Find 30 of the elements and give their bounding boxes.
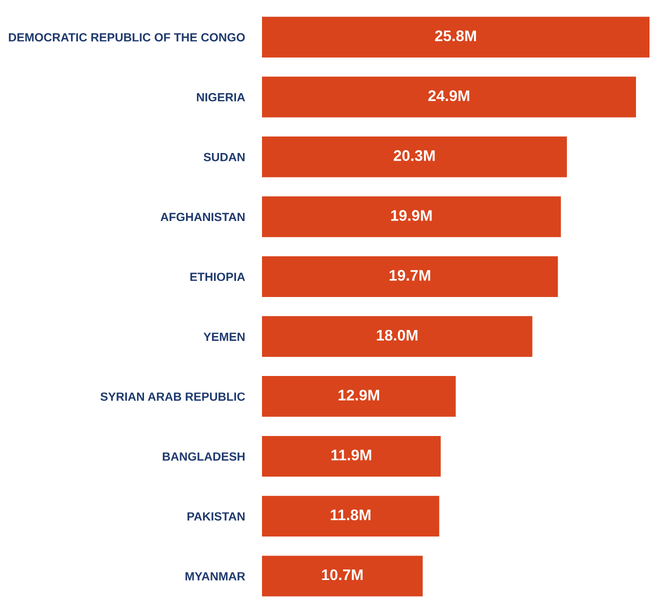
data-label: 11.8M: [330, 509, 370, 520]
y-tick-label: BANGLADESH: [162, 452, 245, 461]
y-tick-label: AFGHANISTAN: [160, 212, 245, 222]
bar: [262, 376, 456, 417]
bar: [262, 16, 650, 58]
y-tick-label: DEMOCRATIC REPUBLIC OF THE CONGO: [8, 33, 245, 42]
bar: [262, 76, 636, 118]
bar: [262, 496, 440, 537]
data-label: 25.8M: [435, 30, 476, 42]
y-tick-label: PAKISTAN: [188, 512, 245, 521]
y-tick-label: MYANMAR: [186, 572, 246, 580]
data-label: 24.9M: [428, 90, 470, 102]
bar: [262, 136, 567, 178]
y-tick-label: YEMEN: [204, 332, 245, 341]
data-label: 10.7M: [322, 569, 363, 580]
y-tick-label: NIGERIA: [196, 93, 246, 102]
bar: [262, 436, 441, 477]
y-tick-label: ETHIOPIA: [190, 272, 246, 282]
data-label: 11.9M: [332, 450, 372, 460]
bar: [262, 556, 423, 596]
data-label: 12.9M: [338, 390, 380, 401]
y-tick-label: SYRIAN ARAB REPUBLIC: [100, 392, 246, 401]
data-label: 20.3M: [394, 150, 435, 162]
bar: [262, 316, 532, 357]
data-label: 19.9M: [391, 210, 432, 221]
bar: [262, 256, 558, 298]
data-label: 18.0M: [376, 330, 418, 341]
bar: [262, 196, 561, 238]
data-label: 19.7M: [390, 270, 430, 281]
y-tick-label: SUDAN: [204, 152, 245, 162]
